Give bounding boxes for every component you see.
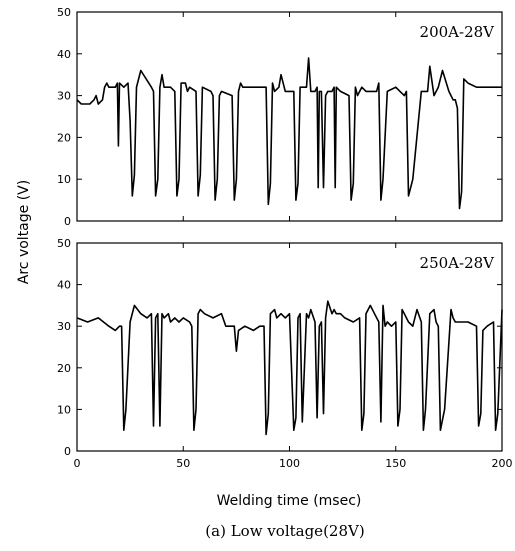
panel-top: 0 10 20 30 40 50 200A-28V: [57, 6, 503, 228]
x-tick-label: 200: [492, 457, 513, 470]
plot-frame: [76, 11, 503, 222]
y-axis-label: Arc voltage (V): [16, 180, 32, 284]
y-tick-label: 50: [57, 6, 71, 19]
panel-annotation: 250A-28V: [420, 254, 496, 272]
y-tick-label: 20: [57, 362, 71, 375]
x-tick-label: 150: [385, 457, 406, 470]
x-axis-label: Welding time (msec): [217, 493, 362, 509]
y-tick-label: 0: [64, 445, 71, 458]
panel-annotation: 200A-28V: [420, 23, 496, 41]
y-tick-label: 40: [57, 48, 71, 61]
y-tick-label: 10: [57, 173, 71, 186]
panel-bottom: 0 10 20 30 40 50 0 50 100 150 200 250A-28V: [57, 237, 513, 470]
x-tick-label: 100: [279, 457, 300, 470]
y-tick-label: 30: [57, 90, 71, 103]
y-tick-label: 10: [57, 403, 71, 416]
series-line: [76, 300, 503, 436]
figure-caption: (a) Low voltage(28V): [205, 522, 364, 540]
x-tick-label: 0: [74, 457, 81, 470]
y-tick-label: 0: [64, 215, 71, 228]
y-tick-label: 30: [57, 320, 71, 333]
y-tick-label: 40: [57, 279, 71, 292]
y-tick-label: 50: [57, 237, 71, 250]
x-tick-label: 50: [176, 457, 190, 470]
y-tick-label: 20: [57, 131, 71, 144]
series-line: [76, 57, 502, 210]
